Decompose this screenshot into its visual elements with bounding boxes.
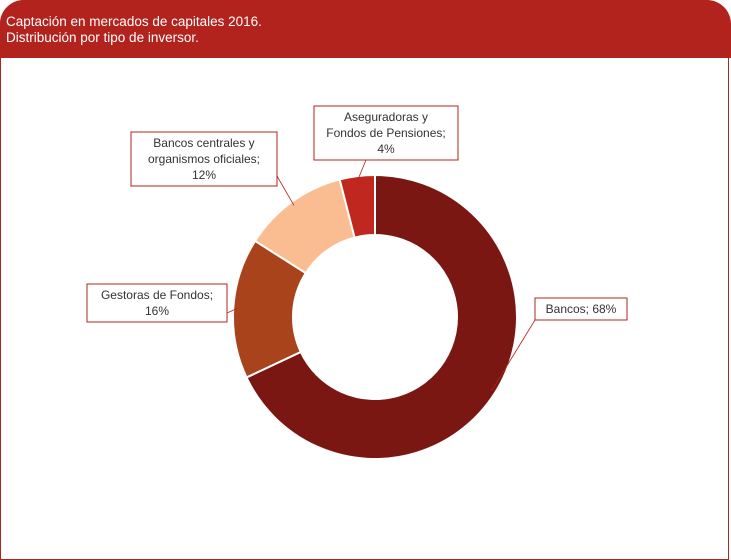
slice-bancos [245, 173, 518, 460]
data-label-bancos-centrales-y-organismos-oficiales-line-2: organismos oficiales; [148, 152, 260, 166]
data-label-aseguradoras-y-fondos-de-pensiones-line-2: Fondos de Pensiones; [326, 126, 445, 140]
data-label-box-aseguradoras-y-fondos-de-pensiones [313, 105, 459, 161]
data-label-box-gestoras-de-fondos [86, 283, 228, 323]
data-label-box-bancos-centrales-y-organismos-oficiales [130, 131, 278, 187]
data-label-aseguradoras-y-fondos-de-pensiones-line-1: Aseguradoras y [344, 110, 428, 124]
data-label-gestoras-de-fondos-line-2: 16% [145, 304, 169, 318]
data-label-box-bancos [534, 297, 628, 321]
data-label-bancos-centrales-y-organismos-oficiales-line-3: 12% [192, 168, 216, 182]
leader-line-aseguradoras-y-fondos-de-pensiones [357, 159, 367, 181]
data-label-aseguradoras-y-fondos-de-pensiones-line-3: 4% [377, 142, 395, 156]
leader-line-bancos [491, 319, 536, 392]
data-label-gestoras-de-fondos-line-1: Gestoras de Fondos; [101, 288, 213, 302]
donut-chart: Bancos; 68% Gestoras de Fondos; 16% Bancos … [86, 105, 628, 460]
chart-subtitle-line-2: Distribución por tipo de inversor. [6, 30, 199, 45]
chart-header: Captación en mercados de capitales 2016.… [0, 0, 731, 58]
data-label-bancos-centrales-y-organismos-oficiales-line-1: Bancos centrales y [153, 136, 254, 150]
slice-aseguradoras-y-fondos-de-pensiones [338, 173, 376, 239]
chart-title-line-1: Captación en mercados de capitales 2016. [6, 14, 262, 29]
data-label-bancos-line-1: Bancos; 68% [546, 302, 617, 316]
leader-line-bancos-centrales-y-organismos-oficiales [276, 175, 295, 206]
